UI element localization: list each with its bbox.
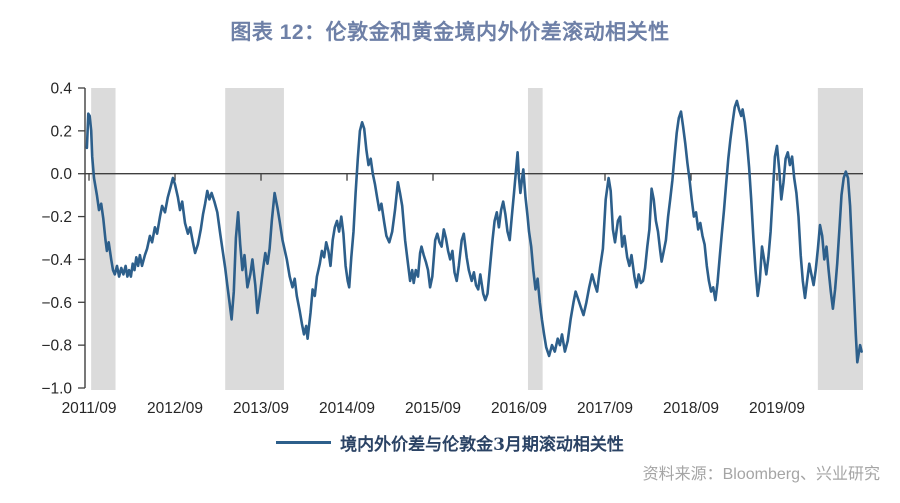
x-axis-tick-label: 2011/09 [62, 400, 117, 417]
x-axis-tick-label: 2013/09 [233, 400, 289, 417]
x-axis-tick-label: 2016/09 [491, 400, 547, 417]
x-axis-tick-label: 2018/09 [663, 400, 719, 417]
y-axis-tick-label: 0.4 [50, 81, 72, 98]
legend-label: 境内外价差与伦敦金3月期滚动相关性 [340, 435, 624, 455]
highlight-band [527, 88, 543, 390]
y-axis-tick-label: −0.2 [41, 209, 72, 226]
highlight-band [225, 88, 284, 390]
x-axis-tick-label: 2017/09 [577, 400, 633, 417]
source-note: 资料来源：Bloomberg、兴业研究 [642, 466, 880, 483]
y-axis-tick-label: −0.8 [41, 338, 72, 355]
legend-line-swatch [276, 441, 332, 444]
x-axis-tick-label: 2012/09 [147, 400, 203, 417]
highlight-band [91, 88, 116, 390]
correlation-line [85, 99, 863, 364]
y-axis-tick-label: 0.2 [50, 123, 72, 140]
y-axis-tick-label: −0.6 [41, 295, 72, 312]
y-axis-tick-label: −1.0 [41, 381, 72, 398]
x-axis-tick-label: 2014/09 [319, 400, 375, 417]
y-axis-tick-label: 0.0 [50, 166, 72, 183]
x-axis-tick-label: 2015/09 [405, 400, 461, 417]
y-axis-tick-label: −0.4 [41, 252, 72, 269]
legend: 境内外价差与伦敦金3月期滚动相关性 [0, 430, 900, 455]
x-axis-tick-label: 2019/09 [749, 400, 805, 417]
chart-title: 图表 12：伦敦金和黄金境内外价差滚动相关性 [230, 21, 670, 44]
